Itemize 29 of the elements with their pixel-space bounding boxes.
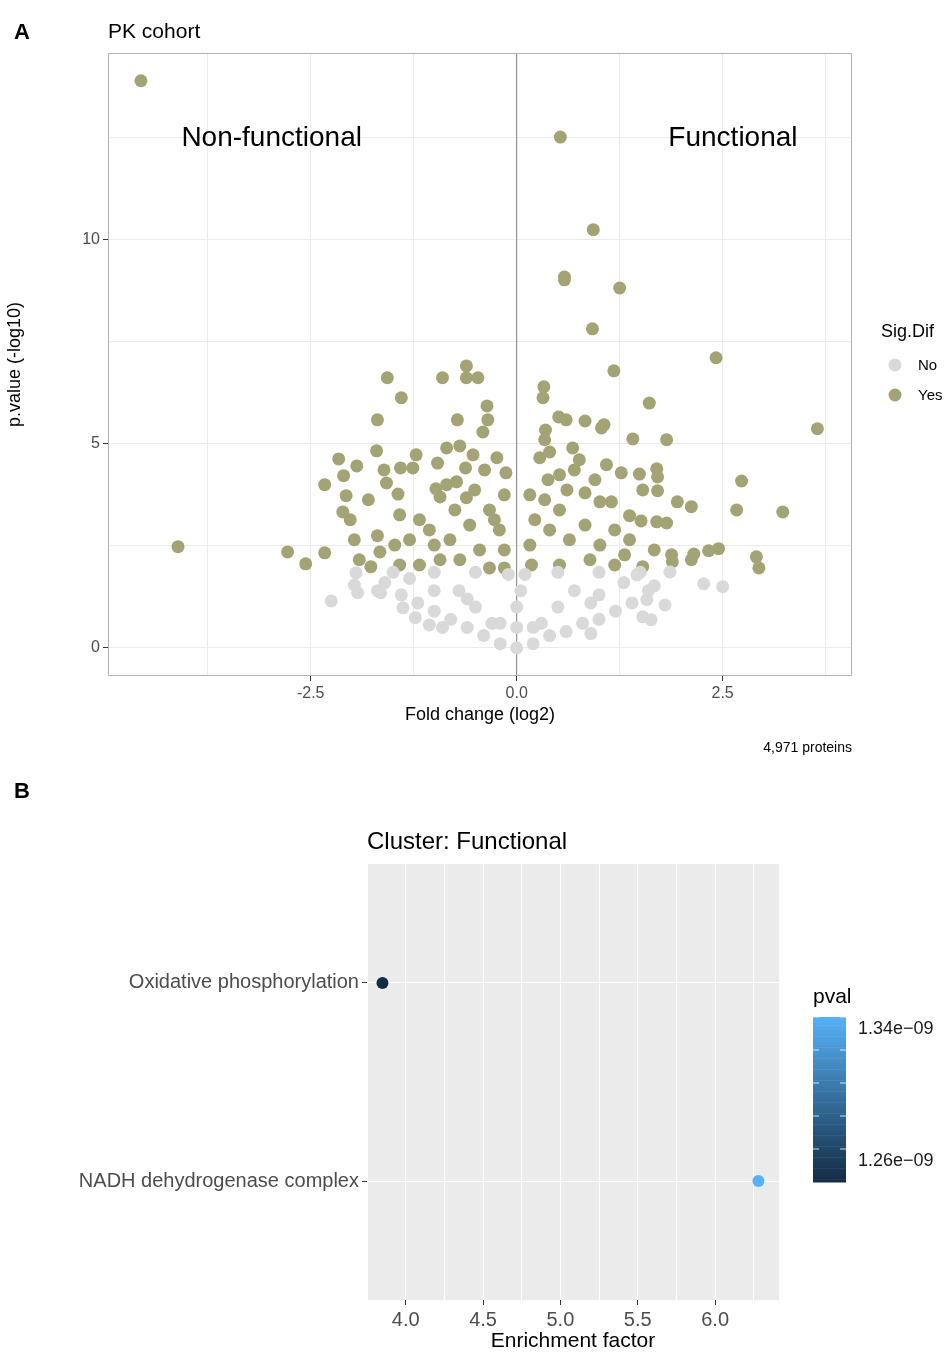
legend-label: No [918,356,938,374]
text: B [14,778,30,803]
color-bar-label: 1.26e−09 [858,1149,934,1170]
color-bar-label: 1.34e−09 [858,1017,934,1038]
x-tick-label: 4.0 [391,1307,420,1330]
y-tick-label: 10 [82,230,101,248]
x-tick-label: -2.5 [296,684,325,702]
y-tick-label: 0 [91,638,101,656]
x-tick-label: 5.5 [623,1307,652,1330]
color-bar-title: pval [813,984,852,1007]
chart-title: PK cohort [108,19,201,42]
x-axis-title: Enrichment factor [490,1328,656,1352]
x-tick-label: 4.5 [469,1307,497,1330]
x-tick-label: 5.0 [546,1307,575,1330]
x-tick-label: 0.0 [505,684,528,702]
annotation: Non-functional [181,120,362,152]
y-tick-label: 5 [91,434,101,452]
y-tick-label: NADH dehydrogenase complex [78,1168,359,1191]
text: A [14,19,30,44]
legend-label: Yes [918,386,943,404]
x-tick-label: 2.5 [711,684,734,702]
y-tick-label: Oxidative phosphorylation [128,970,359,993]
text: 4,971 proteins [763,739,852,755]
chart-title: Cluster: Functional [367,827,568,854]
legend-title: Sig.Dif [881,321,936,341]
x-tick-label: 6.0 [701,1307,730,1330]
x-axis-title: Fold change (log2) [404,704,556,725]
y-axis-title: p.value (-log10) [3,301,24,428]
annotation: Functional [668,120,798,152]
